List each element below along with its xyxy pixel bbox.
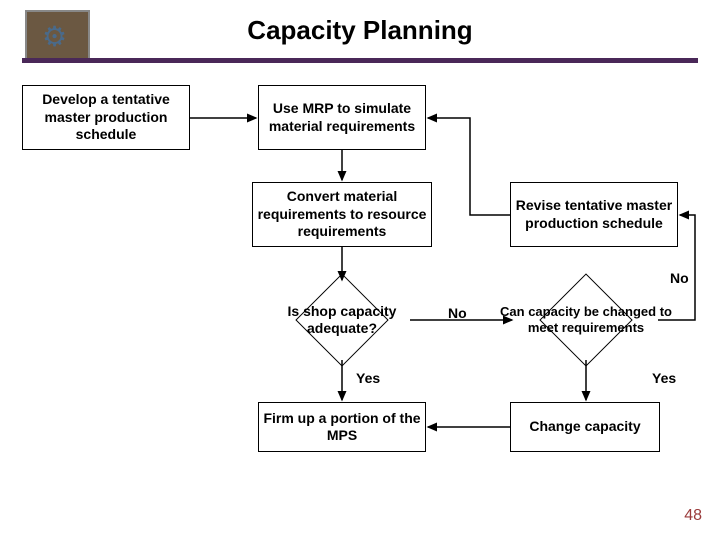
flowchart-arrows [0, 0, 720, 540]
page-number: 48 [684, 507, 702, 525]
node-change-cap: Change capacity [510, 402, 660, 452]
node-use-mrp: Use MRP to simulate material requirement… [258, 85, 426, 150]
node-firm-up-label: Firm up a portion of the MPS [263, 410, 421, 445]
node-develop: Develop a tentative master production sc… [22, 85, 190, 150]
node-can-change-label: Can capacity be changed to meet requirem… [500, 304, 672, 335]
node-convert: Convert material requirements to resourc… [252, 182, 432, 247]
label-can-yes: Yes [652, 370, 676, 386]
node-can-change: Can capacity be changed to meet requirem… [500, 272, 672, 368]
node-convert-label: Convert material requirements to resourc… [257, 188, 427, 241]
node-shop-adequate: Is shop capacity adequate? [267, 272, 417, 368]
label-can-no: No [670, 270, 689, 286]
node-shop-adequate-label: Is shop capacity adequate? [267, 303, 417, 337]
label-shop-no: No [448, 305, 467, 321]
label-shop-yes: Yes [356, 370, 380, 386]
title-underline [22, 58, 698, 63]
node-firm-up: Firm up a portion of the MPS [258, 402, 426, 452]
node-revise: Revise tentative master production sched… [510, 182, 678, 247]
page-title: Capacity Planning [0, 15, 720, 46]
node-revise-label: Revise tentative master production sched… [515, 197, 673, 232]
node-use-mrp-label: Use MRP to simulate material requirement… [263, 100, 421, 135]
node-develop-label: Develop a tentative master production sc… [27, 91, 185, 144]
node-change-cap-label: Change capacity [529, 418, 640, 436]
